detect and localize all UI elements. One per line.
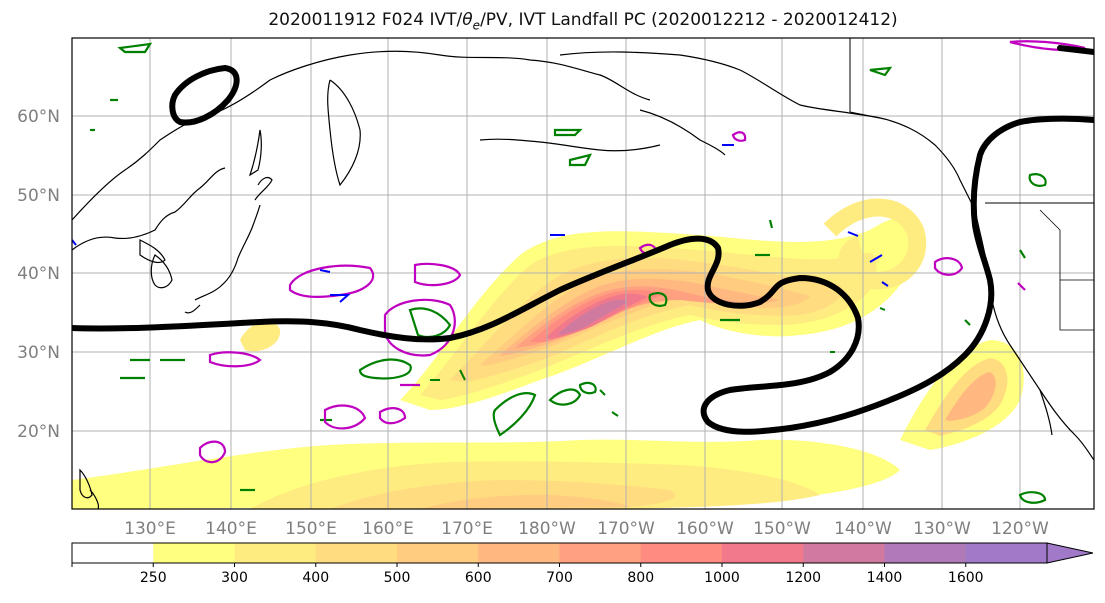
map-frame — [71, 37, 1095, 510]
colorbar-tick-label: 250 — [140, 570, 167, 586]
latitude-labels: 60°N 50°N 40°N 30°N 20°N — [17, 107, 60, 442]
lat-label: 50°N — [17, 186, 60, 206]
colorbar-tick-label: 1000 — [704, 570, 740, 586]
lon-label: 130°W — [913, 519, 971, 539]
lon-label: 130°E — [124, 519, 176, 539]
colorbar-segment — [153, 543, 235, 563]
colorbar-tick-label: 800 — [627, 570, 654, 586]
lon-label: 170°W — [597, 519, 655, 539]
colorbar-segment — [803, 543, 885, 563]
pv-contours — [198, 40, 1086, 464]
colorbar-tick-label: 600 — [465, 570, 492, 586]
colorbar-segment — [234, 543, 317, 563]
colorbar-tick-label: 1200 — [785, 570, 821, 586]
colorbar: 250 300 400 500 600 700 800 1000 1200 1400 1600 — [71, 542, 1094, 586]
lat-label: 30°N — [17, 343, 60, 363]
colorbar-segment — [884, 543, 967, 563]
lon-label: 140°E — [205, 519, 257, 539]
map-title: 2020011912 F024 IVT/θe/PV, IVT Landfall … — [0, 0, 1105, 34]
colorbar-tick-label: 500 — [384, 570, 411, 586]
colorbar-tick-label: 300 — [221, 570, 248, 586]
title-theta: θ — [462, 10, 473, 30]
lon-label: 150°W — [753, 519, 811, 539]
title-theta-subscript: e — [472, 18, 481, 33]
blue-contours — [72, 144, 889, 303]
colorbar-segment — [315, 543, 398, 563]
lon-label: 140°W — [834, 519, 892, 539]
lon-label: 150°E — [285, 519, 337, 539]
colorbar-segment — [397, 543, 479, 563]
lon-label: 170°E — [441, 519, 493, 539]
colorbar-tick-label: 1400 — [867, 570, 903, 586]
theta-e-contours — [90, 42, 1047, 504]
colorbar-tick-label: 700 — [546, 570, 573, 586]
lon-label: 160°E — [362, 519, 414, 539]
colorbar-extension — [1046, 542, 1094, 564]
lat-label: 20°N — [17, 422, 60, 442]
colorbar-segment — [559, 543, 642, 563]
lon-label: 180°W — [518, 519, 576, 539]
lon-label: 160°W — [676, 519, 734, 539]
coastlines — [72, 38, 1094, 509]
colorbar-tick-label: 400 — [302, 570, 329, 586]
colorbar-segment — [722, 543, 804, 563]
graticule — [72, 38, 1094, 509]
lat-label: 40°N — [17, 264, 60, 284]
longitude-labels: 130°E 140°E 150°E 160°E 170°E 180°W 170°… — [124, 519, 1049, 539]
title-suffix: /PV, IVT Landfall PC (2020012212 - 20200… — [480, 10, 898, 30]
lat-label: 60°N — [17, 107, 60, 127]
landfall-pc-contour — [72, 45, 1094, 435]
lon-label: 120°W — [991, 519, 1049, 539]
title-prefix: 2020011912 F024 IVT/ — [268, 10, 463, 30]
colorbar-segment — [640, 543, 723, 563]
colorbar-tick-label: 1600 — [948, 570, 984, 586]
colorbar-segment — [965, 543, 1048, 563]
colorbar-segment — [72, 543, 154, 563]
small-theta-e-spots — [430, 307, 886, 417]
colorbar-segment — [478, 543, 560, 563]
